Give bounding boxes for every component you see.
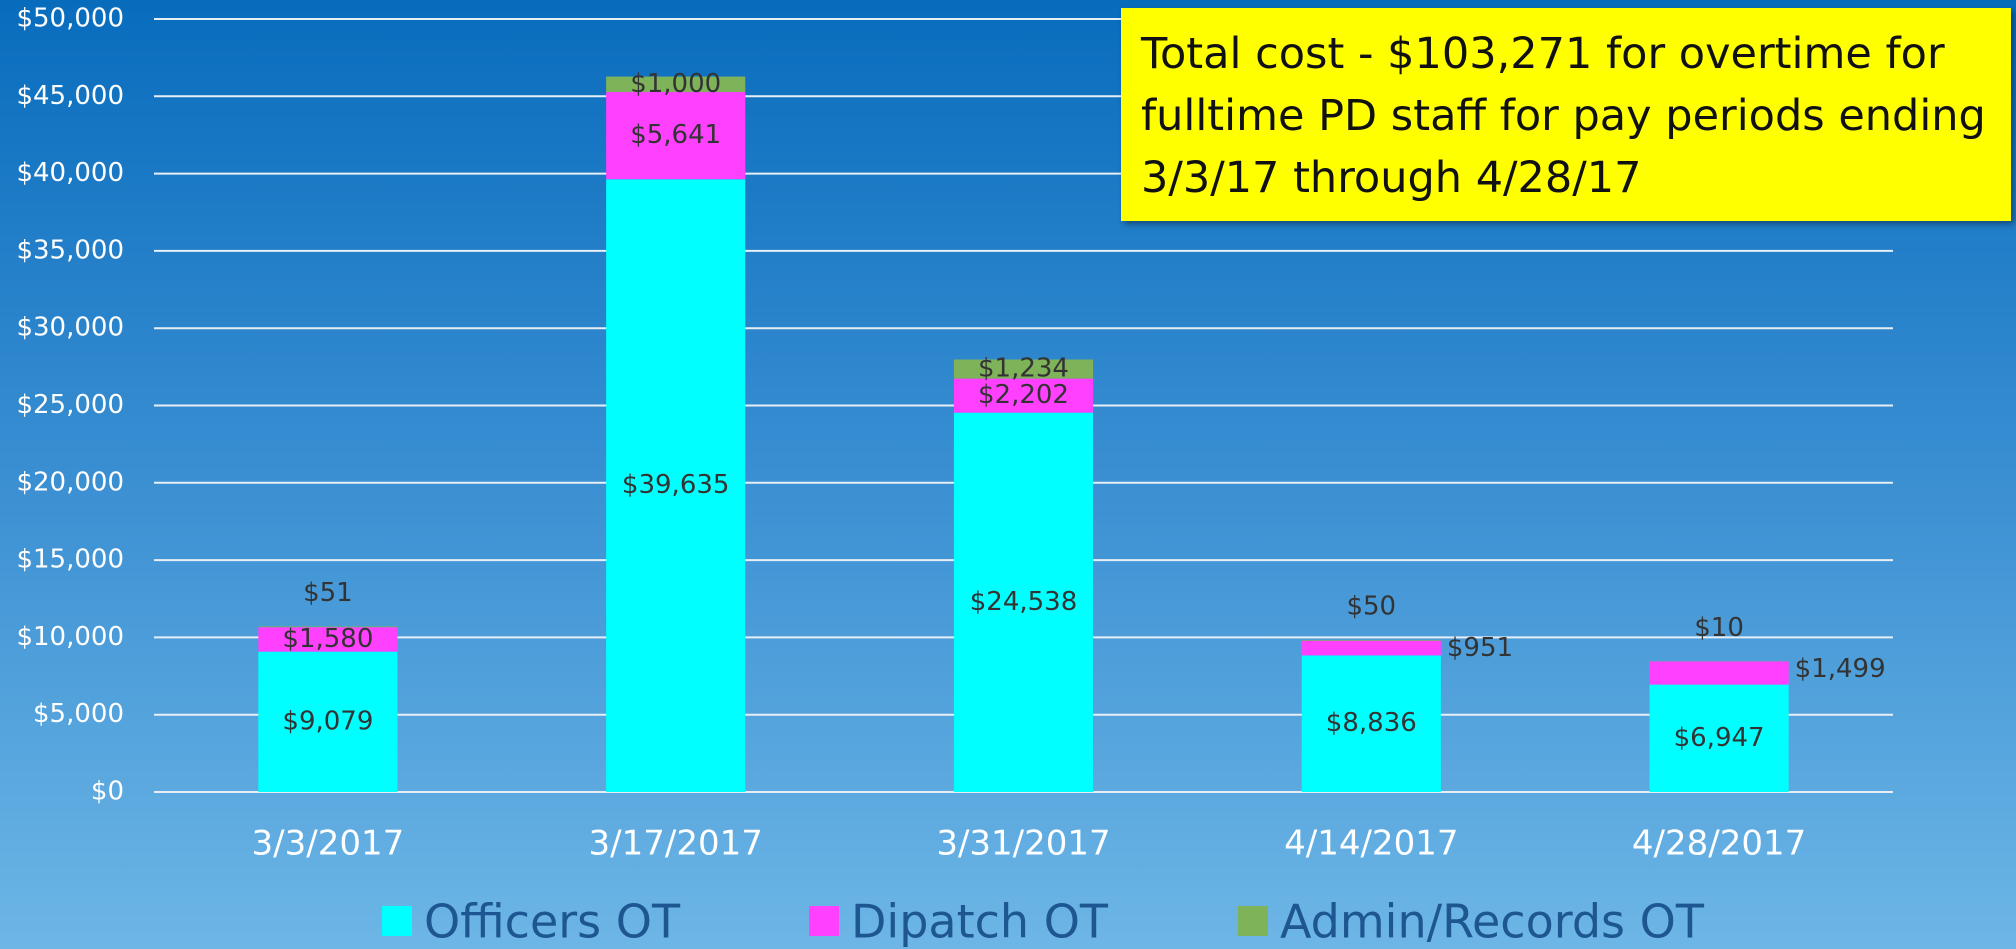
x-tick-label: 3/31/2017: [936, 824, 1110, 864]
value-label: $51: [303, 578, 353, 608]
y-tick-label: $25,000: [16, 390, 124, 420]
y-tick-label: $40,000: [16, 158, 124, 188]
legend-swatch: [809, 906, 839, 936]
bar-segment: [1649, 684, 1789, 792]
legend-label: Admin/Records OT: [1280, 895, 1705, 949]
value-label: $1,499: [1795, 654, 1886, 684]
value-label: $50: [1346, 591, 1396, 621]
value-label: $39,635: [622, 470, 730, 500]
value-label: $2,202: [978, 380, 1069, 410]
y-tick-label: $5,000: [33, 699, 124, 729]
bar-segment: [953, 412, 1094, 792]
bar-segment: [953, 378, 1094, 413]
legend-swatch: [382, 906, 412, 936]
bar-segment: [1301, 639, 1441, 641]
value-label: $1,580: [282, 624, 373, 654]
bar-segment: [953, 359, 1094, 379]
y-tick-label: $35,000: [16, 235, 124, 265]
y-tick-label: $45,000: [16, 81, 124, 111]
bar-segment: [1301, 640, 1441, 656]
value-label: $10: [1694, 613, 1744, 643]
bar-segment: [258, 651, 398, 792]
x-tick-label: 4/28/2017: [1632, 824, 1806, 864]
value-label: $951: [1447, 633, 1513, 663]
annotation: Total cost - $103,271 for overtime for f…: [1121, 8, 2011, 221]
bar-segment: [1649, 661, 1789, 685]
value-label: $6,947: [1674, 723, 1765, 753]
legend-label: Officers OT: [424, 895, 681, 949]
y-tick-label: $10,000: [16, 622, 124, 652]
value-label: $8,836: [1326, 708, 1417, 738]
value-label: $1,000: [630, 69, 721, 99]
y-tick-label: $50,000: [16, 4, 124, 34]
x-tick-label: 4/14/2017: [1284, 824, 1458, 864]
bar-segment: [258, 627, 398, 652]
bar-segment: [606, 76, 746, 93]
x-tick-label: 3/3/2017: [252, 824, 405, 864]
x-tick-label: 3/17/2017: [589, 824, 763, 864]
value-label: $24,538: [970, 587, 1078, 617]
legend-swatch: [1238, 906, 1268, 936]
value-label: $1,234: [978, 354, 1069, 384]
bar-segment: [1301, 655, 1441, 792]
bar-segment: [606, 179, 746, 792]
y-tick-label: $15,000: [16, 545, 124, 575]
bar-segment: [606, 92, 746, 180]
y-tick-label: $30,000: [16, 313, 124, 343]
y-tick-label: $20,000: [16, 467, 124, 497]
value-label: $9,079: [282, 706, 373, 736]
value-label: $5,641: [630, 120, 721, 150]
bar-segment: [258, 626, 398, 628]
y-tick-label: $0: [91, 777, 124, 807]
legend-label: Dipatch OT: [851, 895, 1109, 949]
